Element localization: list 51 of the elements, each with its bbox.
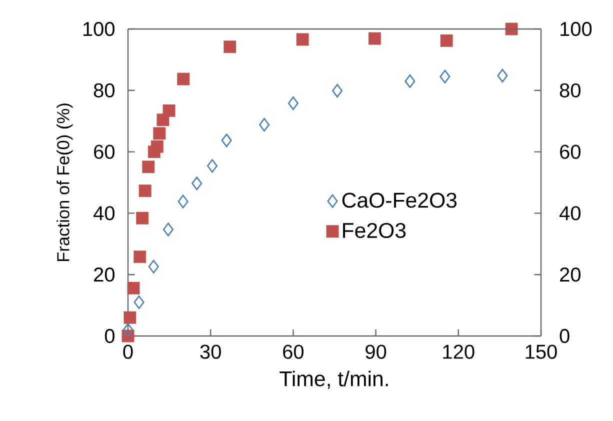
point: [296, 33, 309, 46]
point: [138, 184, 152, 197]
y2-tick-label: 100: [560, 22, 592, 36]
point: [177, 72, 190, 86]
x-tick-label: 150: [526, 344, 557, 359]
point: [368, 32, 381, 45]
point: [162, 104, 176, 117]
point: [505, 22, 518, 36]
y-tick-label: 80: [94, 83, 114, 98]
y-tick-label: 100: [83, 22, 114, 36]
y-tick-label: 40: [94, 206, 114, 220]
x-tick-label: 60: [283, 344, 304, 359]
y2-tick-label: 40: [560, 206, 580, 220]
point: [497, 68, 508, 82]
point: [153, 127, 166, 140]
point: [192, 176, 202, 190]
point: [134, 295, 144, 310]
point: [148, 260, 159, 274]
legend-label: Fe2O3: [343, 222, 406, 238]
x-tick-label: 0: [123, 344, 133, 359]
y-tick-label: 60: [94, 144, 114, 159]
point: [221, 134, 232, 148]
y2-tick-label: 80: [560, 83, 580, 98]
y-axis-title: Fraction of Fe(0) (%): [56, 104, 73, 262]
x-tick-label: 30: [200, 344, 221, 359]
y2-tick-label: 60: [560, 144, 580, 159]
point: [127, 282, 140, 294]
y2-tick-label: 0: [560, 328, 570, 344]
point: [288, 96, 298, 110]
point: [440, 34, 453, 47]
point: [178, 194, 188, 208]
x-tick-label: 90: [366, 344, 386, 359]
point: [440, 70, 450, 84]
point: [332, 84, 343, 98]
point: [150, 140, 164, 153]
point: [162, 222, 174, 236]
x-tick-label: 120: [443, 344, 474, 359]
y2-tick-label: 20: [560, 268, 580, 282]
point: [122, 323, 134, 337]
x-axis-title: Time, t/min.: [280, 370, 388, 389]
point: [124, 311, 136, 324]
point: [134, 250, 146, 264]
y-tick-label: 20: [94, 268, 114, 282]
point: [259, 118, 270, 132]
point: [136, 212, 149, 224]
point: [404, 74, 416, 88]
y-tick-label: 0: [104, 328, 114, 344]
point: [142, 160, 155, 174]
legend-label: CaO-Fe2O3: [342, 192, 457, 208]
point: [206, 159, 218, 173]
point: [224, 40, 236, 54]
